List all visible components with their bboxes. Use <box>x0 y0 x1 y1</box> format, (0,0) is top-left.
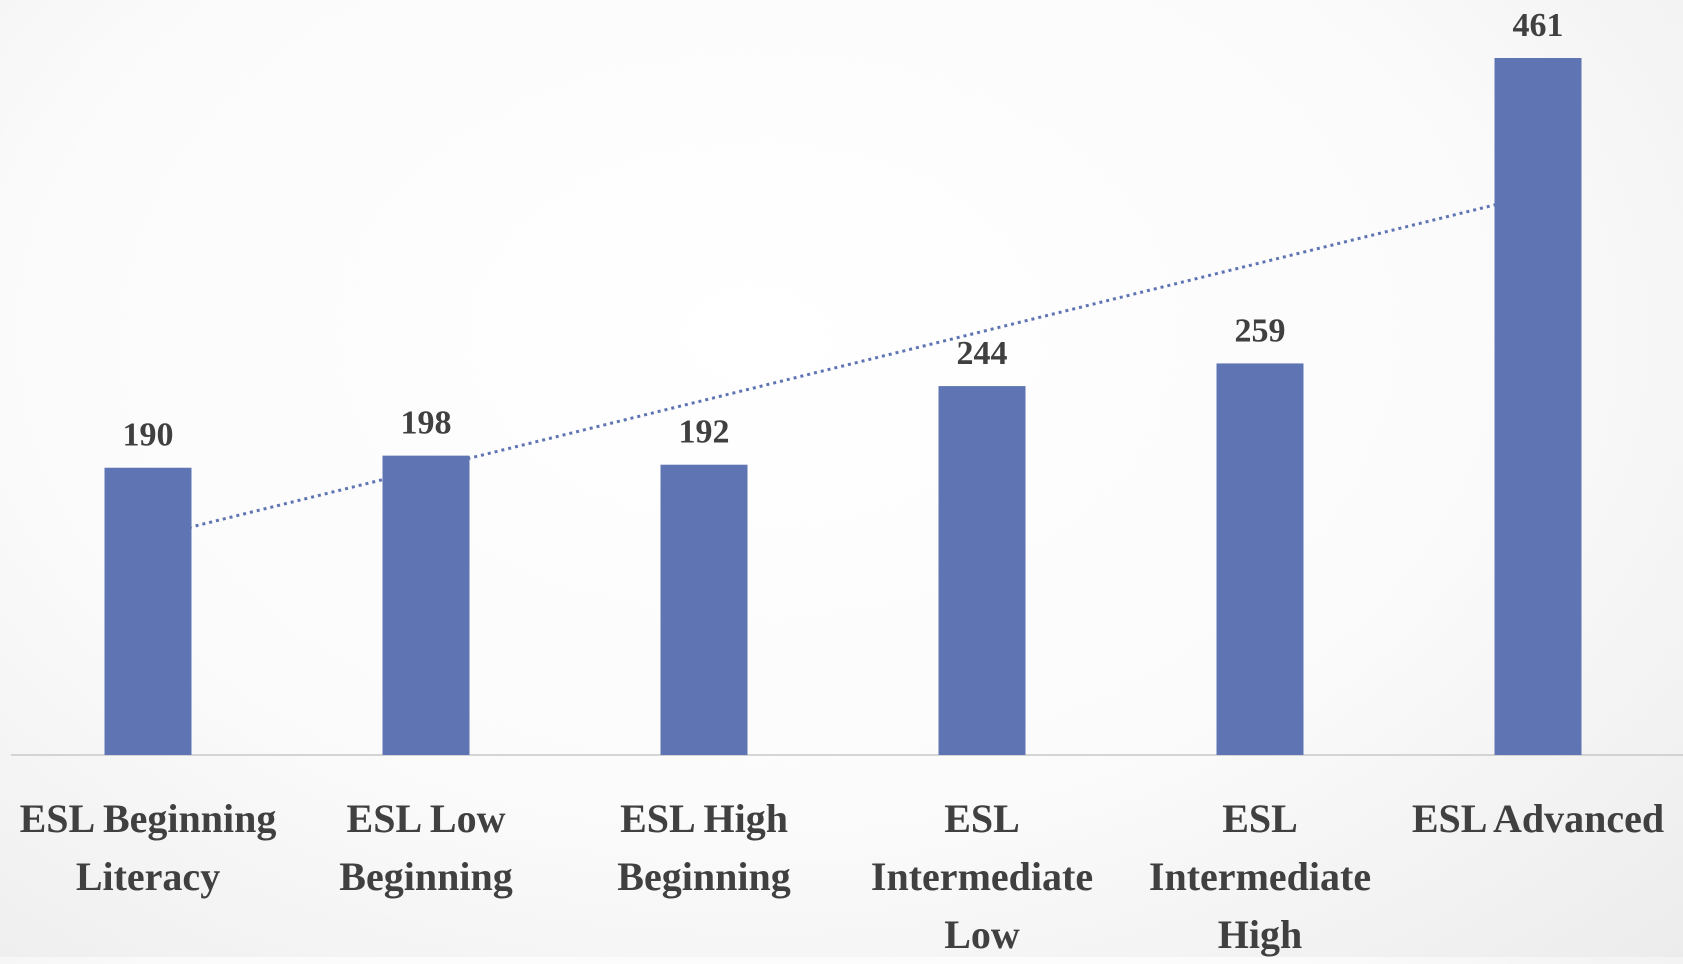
bar <box>1494 58 1582 755</box>
trendline <box>147 192 1539 540</box>
x-tick-label: ESL Intermediate Low <box>870 796 1094 957</box>
x-tick-label: ESL High Beginning <box>617 796 791 899</box>
bar <box>104 467 192 755</box>
data-label: 259 <box>1235 312 1286 349</box>
x-tick-label: ESL Advanced <box>1411 796 1665 841</box>
bar <box>382 455 470 755</box>
data-label: 190 <box>123 417 174 454</box>
bar <box>1216 363 1304 755</box>
bar <box>660 464 748 755</box>
data-label: 198 <box>401 405 452 442</box>
x-tick-label: ESL Intermediate High <box>1148 796 1372 957</box>
data-label: 244 <box>957 335 1008 372</box>
x-tick-label: ESL Beginning Literacy <box>19 796 277 899</box>
data-label: 192 <box>679 414 730 451</box>
data-label: 461 <box>1513 7 1564 44</box>
x-tick-label: ESL Low Beginning <box>339 796 513 899</box>
bar <box>938 386 1026 755</box>
